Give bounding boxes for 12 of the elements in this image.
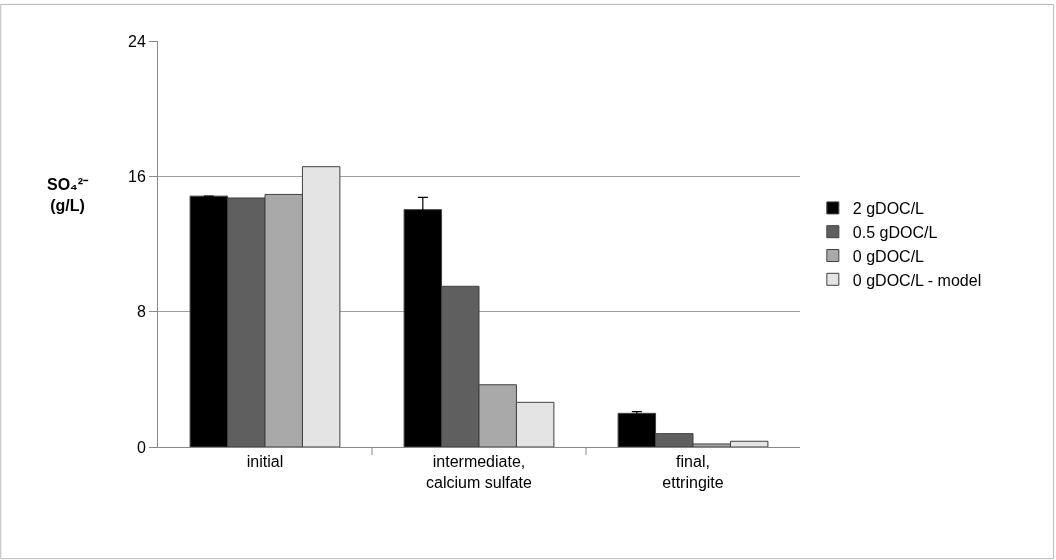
x-tick-label: final, ettringite [662, 453, 724, 491]
legend-label: 0 gDOC/L - model [852, 271, 982, 289]
y-tick-label: 0 [136, 438, 146, 456]
y-axis-title: SO₄²⁻ (g/L) [47, 176, 90, 214]
legend-label: 0 gDOC/L [852, 247, 925, 265]
y-tick-label: 16 [128, 167, 146, 185]
y-tick-label: 8 [136, 303, 146, 321]
x-tick-label: initial [246, 453, 284, 471]
legend-label: 0.5 gDOC/L [852, 223, 938, 241]
x-tick-label: intermediate, calcium sulfate [426, 453, 533, 491]
y-tick-label: 24 [128, 32, 146, 50]
legend-label: 2 gDOC/L [852, 200, 925, 218]
